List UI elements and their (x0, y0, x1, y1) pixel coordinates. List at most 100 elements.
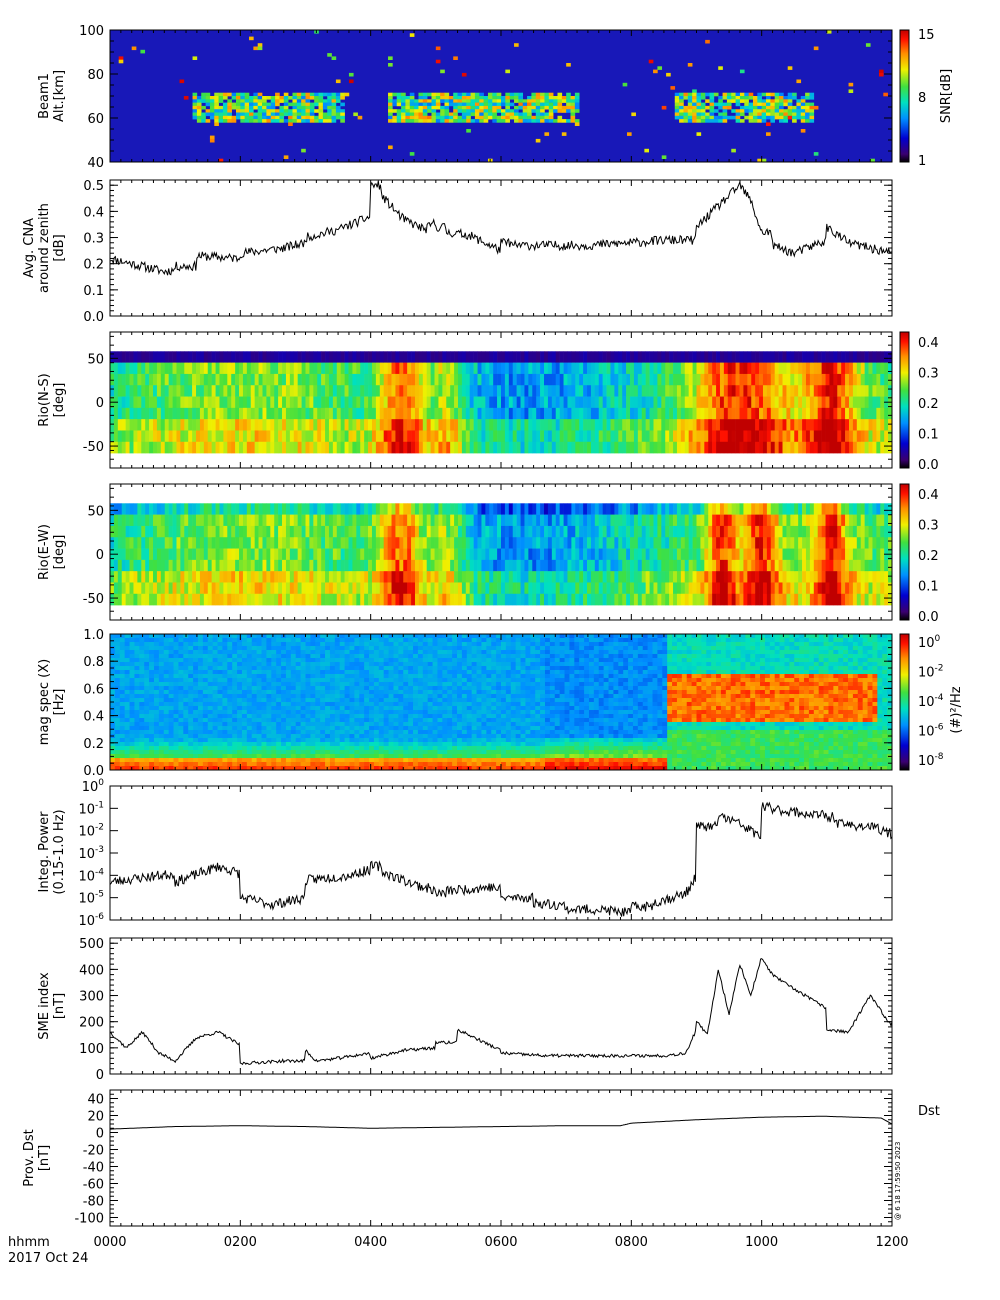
heatmap-cell (800, 119, 806, 123)
heatmap-cell (868, 407, 873, 420)
heatmap-cell (278, 373, 283, 386)
heatmap-cell (149, 548, 154, 561)
heatmap-cell (184, 537, 189, 549)
heatmap-cell (196, 99, 202, 103)
heatmap-cell (868, 537, 873, 549)
heatmap-cell (209, 138, 215, 143)
heatmap-cell (407, 559, 412, 572)
heatmap-cell (837, 537, 842, 549)
heatmap-cell (314, 99, 319, 103)
heatmap-cell (321, 441, 326, 454)
heatmap-cell (551, 537, 557, 549)
heatmap-cell (352, 537, 357, 549)
heatmap-cell (469, 525, 474, 538)
heatmap-cell (227, 362, 232, 375)
heatmap-cell (340, 582, 345, 595)
heatmap-cell (141, 582, 146, 595)
heatmap-cell (444, 99, 450, 103)
heatmap-cell (214, 105, 219, 110)
heatmap-cell (794, 503, 799, 515)
heatmap-cell (841, 514, 846, 527)
heatmap-cell (383, 582, 388, 595)
heatmap-cell (414, 525, 420, 538)
heatmap-cell (755, 514, 760, 527)
heatmap-cell (633, 537, 639, 549)
heatmap-cell (641, 362, 646, 375)
heatmap-cell (809, 96, 815, 100)
heatmap-cell (774, 105, 780, 110)
heatmap-cell (473, 396, 478, 409)
heatmap-cell (747, 537, 752, 549)
heatmap-cell (774, 96, 780, 100)
heatmap-cell (752, 109, 758, 113)
heatmap-cell (305, 362, 310, 375)
colorbar-tick-label: 0.4 (918, 336, 939, 351)
heatmap-cell (794, 571, 799, 583)
heatmap-cell (293, 548, 298, 561)
heatmap-cell (583, 351, 588, 363)
heatmap-cell (129, 730, 135, 735)
heatmap-cell (649, 396, 654, 409)
heatmap-cell (653, 571, 658, 583)
heatmap-cell (487, 99, 493, 103)
heatmap-cell (149, 419, 154, 431)
heatmap-cell (129, 650, 135, 655)
heatmap-cell (196, 441, 201, 454)
heatmap-cell (314, 102, 319, 107)
heatmap-cell (113, 514, 119, 527)
heatmap-cell (540, 96, 545, 100)
heatmap-cell (325, 430, 330, 443)
heatmap-cell (504, 385, 510, 397)
heatmap-cell (665, 503, 670, 515)
heatmap-cell (501, 385, 506, 397)
heatmap-cell (680, 582, 686, 595)
heatmap-cell (547, 503, 553, 515)
heatmap-cell (774, 582, 779, 595)
heatmap-cell (630, 582, 635, 595)
heatmap-cell (164, 419, 169, 431)
heatmap-cell (309, 537, 314, 549)
heatmap-cell (121, 407, 126, 420)
heatmap-cell (293, 503, 298, 515)
heatmap-cell (444, 102, 450, 107)
heatmap-cell (426, 593, 431, 606)
heatmap-cell (536, 441, 541, 454)
heatmap-cell (555, 514, 560, 527)
heatmap-cell (626, 514, 631, 527)
heatmap-cell (487, 115, 493, 120)
heatmap-cell (696, 385, 701, 397)
heatmap-cell (579, 441, 584, 454)
heatmap-cell (317, 548, 322, 561)
heatmap-cell (497, 537, 502, 549)
heatmap-cell (522, 109, 528, 113)
heatmap-cell (673, 571, 678, 583)
heatmap-cell (239, 559, 244, 572)
heatmap-cell (407, 430, 412, 443)
heatmap-cell (864, 525, 869, 538)
heatmap-cell (117, 571, 123, 583)
heatmap-cell (192, 385, 197, 397)
heatmap-cell (465, 514, 471, 527)
heatmap-cell (262, 351, 267, 363)
heatmap-cell (235, 351, 240, 363)
heatmap-cell (762, 385, 768, 397)
heatmap-cell (783, 99, 789, 103)
heatmap-cell (209, 135, 215, 140)
heatmap-cell (409, 92, 415, 97)
heatmap-cell (809, 373, 815, 386)
heatmap-cell (110, 559, 115, 572)
heatmap-cell (626, 362, 631, 375)
heatmap-cell (805, 112, 810, 117)
heatmap-cell (477, 571, 482, 583)
heatmap-cell (692, 102, 697, 107)
heatmap-cell (518, 115, 524, 120)
heatmap-cell (645, 537, 650, 549)
heatmap-cell (653, 582, 658, 595)
heatmap-cell (587, 525, 592, 538)
heatmap-cell (293, 571, 298, 583)
heatmap-cell (305, 115, 311, 120)
heatmap-cell (544, 132, 550, 136)
heatmap-cell (590, 430, 596, 443)
heatmap-cell (567, 559, 572, 572)
heatmap-cell (469, 385, 474, 397)
